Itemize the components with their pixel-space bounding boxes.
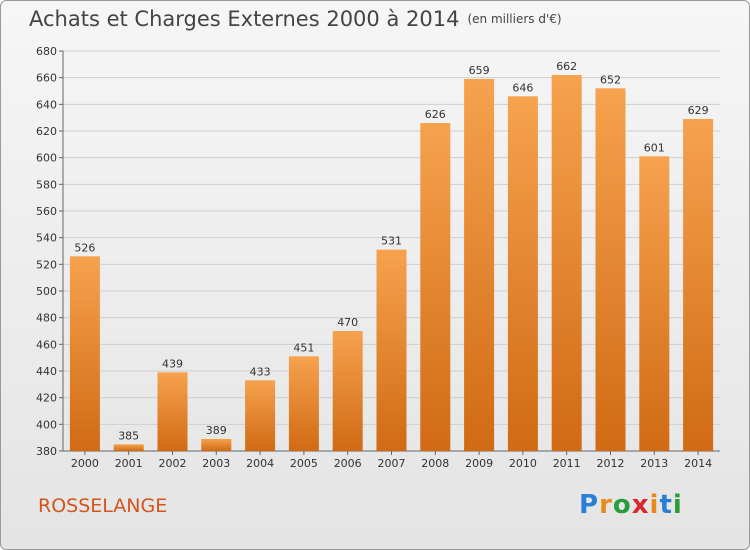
y-tick-label: 400 [36,418,57,431]
y-tick-label: 620 [36,125,57,138]
y-tick-label: 380 [36,445,57,458]
x-tick-label-2012: 2012 [597,457,625,470]
bar-2009 [464,79,495,451]
x-tick-label-2001: 2001 [115,457,143,470]
proxiti-logo[interactable]: Proxiti [579,490,683,520]
value-label-2011: 662 [556,60,577,73]
y-tick-label: 580 [36,178,57,191]
x-tick-label-2004: 2004 [246,457,274,470]
axes: 380 400 420 440 460 480 500 520 540 560 580 600 620 6… [36,45,720,470]
y-tick-label: 520 [36,258,57,271]
x-tick-label-2010: 2010 [509,457,537,470]
bar-2006 [332,331,363,451]
value-label-2003: 389 [206,424,227,437]
bar-2012 [595,88,626,451]
logo-letter: x [631,490,650,520]
y-tick-label: 640 [36,98,57,111]
logo-letter: t [659,490,673,520]
x-tick-label-2002: 2002 [159,457,187,470]
y-tick-label: 460 [36,338,57,351]
bar-2001 [113,444,144,451]
value-label-2000: 526 [74,241,95,254]
value-label-2013: 601 [644,141,665,154]
x-tick-label-2003: 2003 [202,457,230,470]
bar-2007 [376,249,407,451]
value-label-2009: 659 [469,64,490,77]
chart-title: Achats et Charges Externes 2000 à 2014 (e… [29,7,562,31]
value-labels: 526 385 439 389 433 451 470 531 626 659 646 662 652 6… [74,60,708,442]
bar-2003 [201,439,232,451]
chart-unit-note: (en milliers d'€) [467,12,562,26]
logo-letter: P [579,490,600,520]
y-tick-label: 540 [36,232,57,245]
value-label-2006: 470 [337,316,358,329]
y-tick-label: 680 [36,45,57,58]
y-tick-label: 660 [36,72,57,85]
value-label-2008: 626 [425,108,446,121]
x-tick-label-2008: 2008 [421,457,449,470]
value-label-2014: 629 [688,104,709,117]
chart-title-main: Achats et Charges Externes 2000 à 2014 [29,7,460,31]
y-tick-label: 480 [36,312,57,325]
x-tick-label-2006: 2006 [334,457,362,470]
bar-2014 [683,119,714,451]
x-tick-label-2013: 2013 [640,457,668,470]
commune-name: ROSSELANGE [38,495,168,517]
x-tick-label-2014: 2014 [684,457,712,470]
bar-2011 [551,75,582,451]
value-label-2007: 531 [381,235,402,248]
value-label-2010: 646 [512,81,533,94]
y-tick-label: 500 [36,285,57,298]
x-tick-label-2005: 2005 [290,457,318,470]
bar-2002 [157,372,188,451]
x-tick-label-2000: 2000 [71,457,99,470]
bar-2005 [288,356,319,451]
logo-letter: r [599,490,613,520]
y-tick-label: 560 [36,205,57,218]
x-tick-label-2011: 2011 [553,457,581,470]
y-tick-label: 600 [36,152,57,165]
x-tick-label-2007: 2007 [378,457,406,470]
x-tick-label-2009: 2009 [465,457,493,470]
logo-letter: i [672,490,683,520]
bar-2008 [420,123,451,451]
value-label-2001: 385 [118,429,139,442]
value-label-2012: 652 [600,73,621,86]
bars [69,75,714,452]
logo-letter: o [612,490,632,520]
bar-2004 [245,380,276,451]
y-tick-label: 420 [36,392,57,405]
logo-letter: i [649,490,660,520]
value-label-2004: 433 [250,365,271,378]
bar-2010 [507,96,538,451]
bar-2013 [639,156,670,452]
y-tick-label: 440 [36,365,57,378]
bar-2000 [69,256,100,451]
value-label-2005: 451 [293,341,314,354]
value-label-2002: 439 [162,357,183,370]
